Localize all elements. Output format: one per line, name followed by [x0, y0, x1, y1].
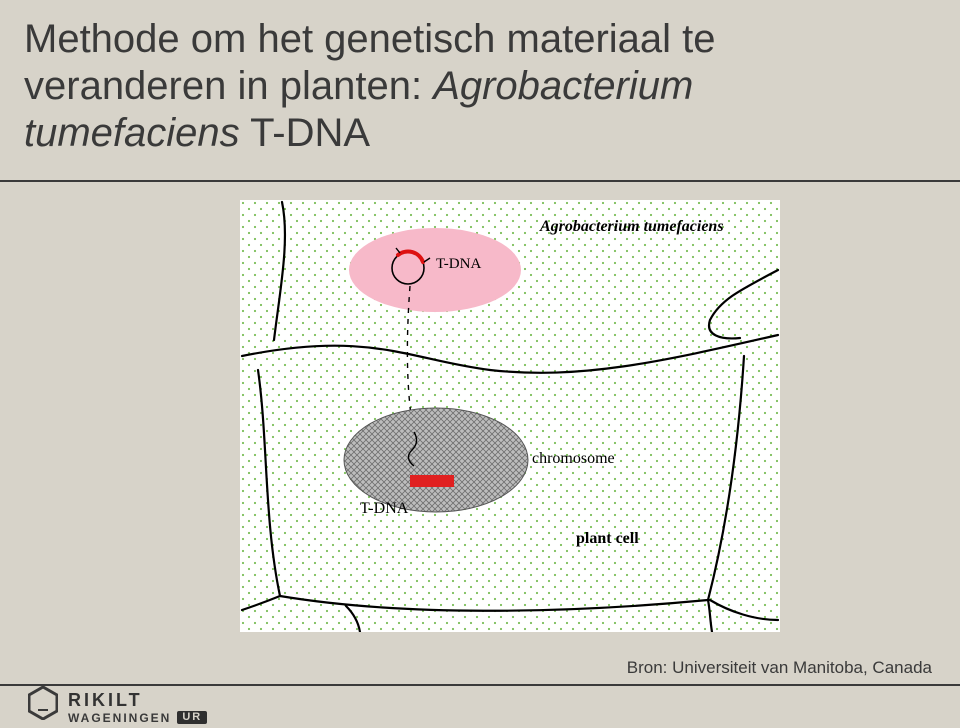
- chromosome-tdna-insert: [410, 475, 454, 487]
- diagram-figure: T-DNA Agrobacterium tumefaciens chromoso…: [240, 200, 780, 632]
- logo-ur-box: UR: [177, 711, 207, 724]
- plant-cell-label: plant cell: [576, 530, 639, 548]
- footer: Bron: Universiteit van Manitoba, Canada …: [0, 652, 960, 728]
- title-line1: Methode om het genetisch materiaal te: [24, 17, 716, 61]
- chromosome-shape: [344, 408, 528, 512]
- title-divider: [0, 180, 960, 182]
- diagram-svg: [240, 200, 780, 632]
- title-line3-plain: T-DNA: [240, 111, 370, 155]
- logo-text: RIKILT WAGENINGEN UR: [68, 691, 207, 724]
- logo-bottom-row: WAGENINGEN UR: [68, 711, 207, 724]
- plasmid-tdna-label: T-DNA: [436, 256, 481, 273]
- bacterium-shape: [349, 228, 521, 312]
- slide-title: Methode om het genetisch materiaal te ve…: [24, 16, 936, 158]
- hexagon-icon: [28, 686, 58, 720]
- chromosome-label: chromosome: [532, 450, 615, 468]
- chromosome-tdna-label: T-DNA: [360, 500, 408, 518]
- logo-bottom-text: WAGENINGEN: [68, 712, 171, 724]
- title-line2-italic: Agrobacterium: [433, 64, 693, 108]
- logo-top-text: RIKILT: [68, 691, 143, 709]
- title-line3-italic: tumefaciens: [24, 111, 240, 155]
- bacterium-species-label: Agrobacterium tumefaciens: [540, 218, 724, 236]
- logo-block: RIKILT WAGENINGEN UR: [28, 686, 207, 724]
- source-citation: Bron: Universiteit van Manitoba, Canada: [627, 658, 932, 678]
- title-line2a: veranderen in planten:: [24, 64, 433, 108]
